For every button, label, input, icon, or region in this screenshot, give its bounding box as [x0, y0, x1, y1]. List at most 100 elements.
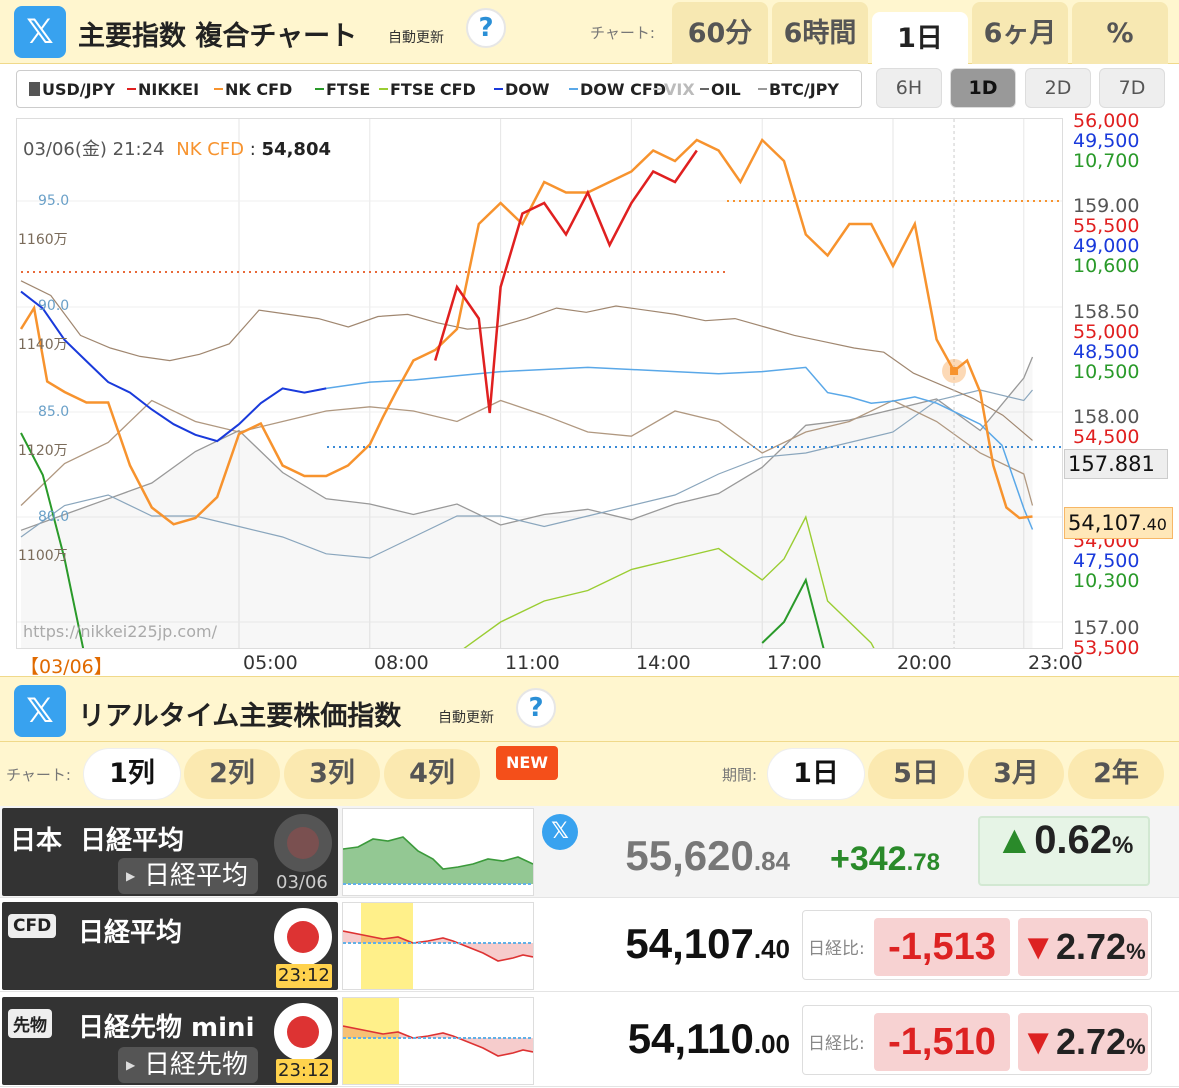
period-option-1[interactable]: 5日	[868, 749, 964, 799]
right-axis-label: 47,500	[1073, 550, 1140, 572]
legend-dash	[653, 88, 662, 90]
column-option-2[interactable]: 3列	[284, 749, 380, 799]
x-share-icon[interactable]: 𝕏	[14, 6, 66, 58]
range-button-6h[interactable]: 6H	[876, 68, 942, 108]
legend-item-8[interactable]: OIL	[700, 80, 741, 99]
watermark: https://nikkei225jp.com/	[23, 622, 217, 641]
legend-dash	[127, 88, 136, 90]
legend-item-6[interactable]: DOW CFD	[569, 80, 666, 99]
composite-chart[interactable]: 03/06(金) 21:24 NK CFD : 54,804 https://n…	[16, 118, 1063, 649]
change-decimal: .78	[906, 849, 940, 876]
row-name: 日経平均	[80, 826, 185, 856]
range-button-7d[interactable]: 7D	[1099, 68, 1165, 108]
mini-line	[342, 930, 534, 962]
legend-item-9[interactable]: BTC/JPY	[758, 80, 839, 99]
columns-label: チャート:	[6, 766, 71, 784]
tab-range-2[interactable]: 1日	[872, 12, 968, 64]
left-axis-label: 1100万	[18, 548, 68, 564]
right-axis-label: 157.00	[1073, 617, 1140, 639]
column-option-0[interactable]: 1列	[84, 749, 180, 799]
right-axis-label: 56,000	[1073, 110, 1140, 132]
change-main: +342	[830, 840, 907, 878]
row-prefix-badge: 先物	[8, 1009, 52, 1038]
right-axis-label: 159.00	[1073, 195, 1140, 217]
status-dot-core	[287, 1016, 319, 1048]
right-axis-label: 49,500	[1073, 130, 1140, 152]
legend-item-2[interactable]: NK CFD	[214, 80, 292, 99]
row-sub-link[interactable]: 日経先物	[118, 1047, 259, 1083]
left-axis-label: 80.0	[38, 509, 70, 525]
mini-chart[interactable]	[342, 997, 534, 1085]
index-name-panel[interactable]: 日本日経平均日経平均 03/06	[2, 808, 338, 896]
index-name-panel[interactable]: CFD 日経平均 23:12	[2, 902, 338, 990]
diff-label: 日経比:	[808, 939, 865, 959]
price-decimal: .40	[753, 934, 790, 964]
mini-chart[interactable]	[342, 902, 534, 990]
help-icon-2[interactable]: ?	[516, 688, 556, 728]
range-button-1d[interactable]: 1D	[950, 68, 1016, 108]
right-axis-label: 158.50	[1073, 301, 1140, 323]
x-axis-tick: 11:00	[505, 652, 560, 674]
legend-swatch	[29, 82, 40, 96]
tab-range-3[interactable]: 6ヶ月	[972, 2, 1068, 64]
tab-range-4[interactable]: %	[1072, 2, 1168, 64]
column-option-3[interactable]: 4列	[384, 749, 480, 799]
tab-range-1[interactable]: 6時間	[772, 2, 868, 64]
change-main: -1,510	[888, 1021, 996, 1063]
usd-price-badge: 157.881	[1064, 449, 1168, 479]
mini-chart[interactable]	[342, 808, 534, 896]
cursor-series: NK CFD	[176, 139, 245, 160]
period-option-0[interactable]: 1日	[768, 749, 864, 799]
period-option-2[interactable]: 3月	[968, 749, 1064, 799]
pct-unit: %	[1112, 832, 1134, 859]
pct-unit: %	[1126, 1034, 1146, 1059]
cfd-badge-dec: .40	[1141, 515, 1167, 534]
row-prefix-badge: CFD	[8, 914, 57, 938]
right-axis-label: 158.00	[1073, 406, 1140, 428]
legend-label: FTSE CFD	[390, 80, 476, 99]
legend-item-4[interactable]: FTSE CFD	[379, 80, 476, 99]
diff-label: 日経比:	[808, 1034, 865, 1054]
diff-label-box	[802, 910, 1152, 980]
x-share-icon-2[interactable]: 𝕏	[14, 685, 66, 737]
legend-item-5[interactable]: DOW	[494, 80, 550, 99]
row-prefix: 日本	[10, 826, 63, 856]
legend-item-3[interactable]: FTSE	[315, 80, 370, 99]
status-dot-core	[287, 827, 319, 859]
right-axis-label: 49,000	[1073, 235, 1140, 257]
session-band	[343, 998, 399, 1084]
ftse-line	[761, 577, 825, 648]
period-option-3[interactable]: 2年	[1068, 749, 1164, 799]
mini-chart-svg	[342, 836, 534, 885]
row-name: 日経平均	[78, 918, 183, 948]
right-axis-label: 10,600	[1073, 255, 1140, 277]
column-option-1[interactable]: 2列	[184, 749, 280, 799]
pct-value: ▲0.62	[994, 818, 1113, 862]
x-axis-tick: 17:00	[767, 652, 822, 674]
legend-item-1[interactable]: NIKKEI	[127, 80, 199, 99]
range-button-2d[interactable]: 2D	[1025, 68, 1091, 108]
left-axis-label: 1120万	[18, 443, 68, 459]
right-axis-label: 10,300	[1073, 570, 1140, 592]
row-price: 54,110.00	[560, 1015, 790, 1063]
price-decimal: .00	[753, 1029, 790, 1059]
row-sub-link[interactable]: 日経平均	[118, 858, 259, 894]
cursor-readout: 03/06(金) 21:24 NK CFD : 54,804	[23, 135, 331, 161]
price-main: 55,620	[625, 832, 754, 879]
tab-range-0[interactable]: 60分	[672, 2, 768, 64]
index-row-1[interactable]: CFD 日経平均 23:12 54,107.40 日経比: -1,513 ▼2.72%	[0, 900, 1179, 992]
cursor-marker-core	[950, 367, 959, 375]
right-axis-label: 10,700	[1073, 150, 1140, 172]
help-icon[interactable]: ?	[466, 8, 506, 48]
cursor-value: 54,804	[261, 139, 332, 160]
legend-item-7[interactable]: VIX	[653, 80, 695, 99]
legend-item-0[interactable]: USD/JPY	[29, 80, 115, 99]
x-axis-tick: 23:00	[1028, 652, 1083, 674]
status-dot	[274, 908, 332, 966]
ftse-early-line	[20, 432, 85, 648]
left-axis-label: 85.0	[38, 404, 70, 420]
x-share-icon-row[interactable]: 𝕏	[542, 814, 578, 850]
